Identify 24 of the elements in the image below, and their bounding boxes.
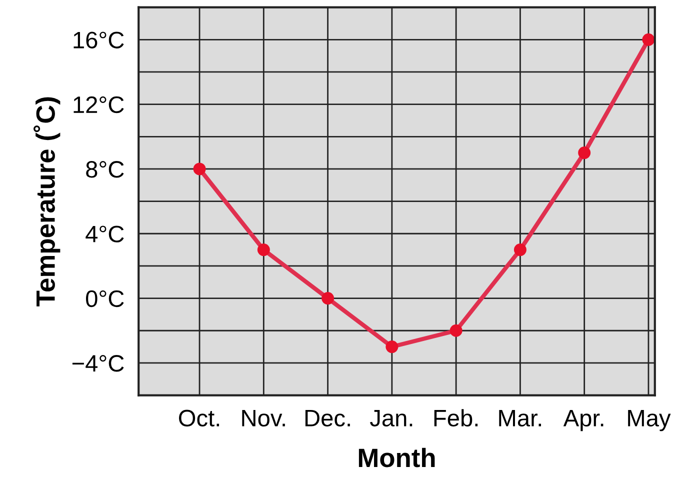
x-tick-label: Oct. bbox=[179, 410, 220, 427]
x-tick-label: Mar. bbox=[499, 410, 542, 427]
y-tick-label: 8°C bbox=[86, 161, 124, 178]
point bbox=[642, 33, 655, 46]
point bbox=[514, 244, 526, 256]
point bbox=[450, 324, 462, 337]
point bbox=[193, 162, 206, 176]
y-tick-label: 16°C bbox=[74, 32, 124, 48]
y-tick-label: −4°C bbox=[72, 355, 124, 372]
x-axis-title: Month bbox=[358, 448, 435, 468]
x-tick-label: Dec. bbox=[305, 410, 350, 427]
point bbox=[386, 340, 398, 354]
point bbox=[322, 292, 334, 305]
x-tick-label: May bbox=[628, 410, 671, 432]
y-tick-label: 4°C bbox=[86, 226, 124, 242]
x-tick-label: Nov. bbox=[242, 410, 285, 427]
point bbox=[257, 244, 270, 256]
y-axis-title: Temperature (˚C) bbox=[34, 97, 60, 306]
point bbox=[578, 146, 591, 160]
x-tick-label: Jan. bbox=[370, 410, 412, 427]
x-tick-label: Apr. bbox=[563, 410, 604, 432]
y-tick-label: 12°C bbox=[74, 96, 124, 114]
y-tick-label: 0°C bbox=[86, 290, 124, 308]
x-tick-label: Feb. bbox=[434, 409, 478, 427]
